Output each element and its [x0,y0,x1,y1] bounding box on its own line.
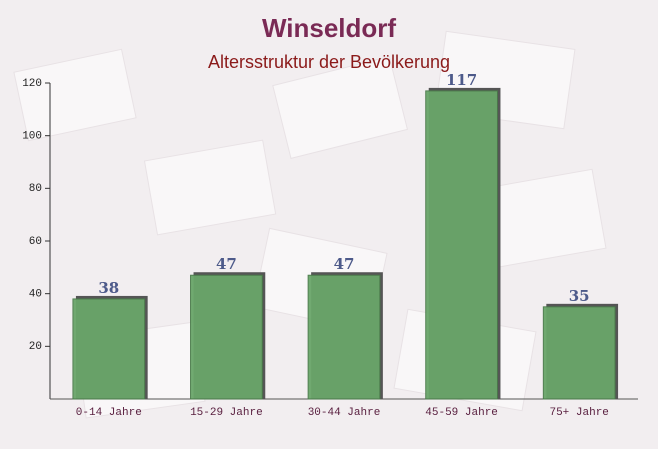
x-tick-label: 0-14 Jahre [76,407,142,419]
x-tick-label: 15-29 Jahre [190,407,263,419]
chart-title: Winseldorf [262,13,396,43]
bar [307,274,381,400]
bar [72,298,146,400]
y-tick-label: 20 [29,341,42,353]
chart-subtitle: Altersstruktur der Bevölkerung [208,52,450,72]
bar [542,306,616,400]
y-tick-label: 80 [29,183,42,195]
value-label: 47 [334,255,355,273]
value-label: 38 [98,279,119,297]
bar [425,90,498,400]
value-label: 35 [569,287,590,305]
y-tick-label: 60 [29,236,42,248]
y-tick-label: 100 [22,131,42,143]
x-tick-label: 30-44 Jahre [308,407,381,419]
value-label: 117 [446,71,477,89]
x-tick-label: 45-59 Jahre [425,407,498,419]
y-tick-label: 120 [22,78,42,90]
value-label: 47 [216,255,237,273]
x-tick-label: 75+ Jahre [549,407,608,419]
bar [190,274,263,400]
y-tick-label: 40 [29,289,42,301]
